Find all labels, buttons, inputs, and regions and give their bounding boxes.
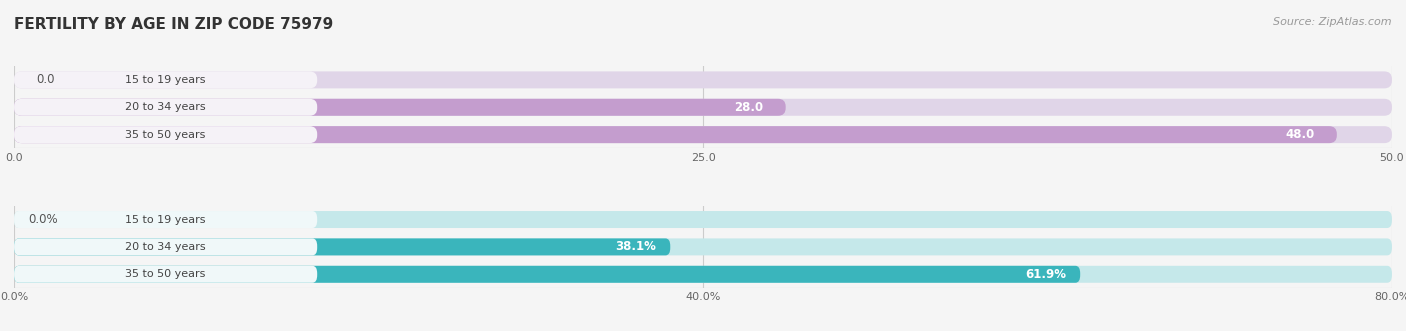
Text: Source: ZipAtlas.com: Source: ZipAtlas.com <box>1274 17 1392 26</box>
FancyBboxPatch shape <box>14 126 318 143</box>
FancyBboxPatch shape <box>14 266 1392 283</box>
Text: 35 to 50 years: 35 to 50 years <box>125 269 205 279</box>
Text: 48.0: 48.0 <box>1285 128 1315 141</box>
Text: 20 to 34 years: 20 to 34 years <box>125 102 205 112</box>
Text: 61.9%: 61.9% <box>1025 268 1066 281</box>
Text: 0.0%: 0.0% <box>28 213 58 226</box>
Text: FERTILITY BY AGE IN ZIP CODE 75979: FERTILITY BY AGE IN ZIP CODE 75979 <box>14 17 333 31</box>
FancyBboxPatch shape <box>14 126 1337 143</box>
FancyBboxPatch shape <box>14 238 671 256</box>
FancyBboxPatch shape <box>14 238 1392 256</box>
FancyBboxPatch shape <box>14 71 1392 88</box>
Text: 0.0: 0.0 <box>37 73 55 86</box>
FancyBboxPatch shape <box>14 238 318 256</box>
Text: 28.0: 28.0 <box>734 101 763 114</box>
FancyBboxPatch shape <box>14 211 1392 228</box>
FancyBboxPatch shape <box>14 99 1392 116</box>
FancyBboxPatch shape <box>14 266 1080 283</box>
FancyBboxPatch shape <box>14 71 318 88</box>
FancyBboxPatch shape <box>14 211 318 228</box>
Text: 15 to 19 years: 15 to 19 years <box>125 214 205 224</box>
FancyBboxPatch shape <box>14 99 786 116</box>
Text: 20 to 34 years: 20 to 34 years <box>125 242 205 252</box>
FancyBboxPatch shape <box>14 126 1392 143</box>
FancyBboxPatch shape <box>14 266 318 283</box>
Text: 38.1%: 38.1% <box>616 240 657 254</box>
FancyBboxPatch shape <box>14 99 318 116</box>
Text: 35 to 50 years: 35 to 50 years <box>125 130 205 140</box>
Text: 15 to 19 years: 15 to 19 years <box>125 75 205 85</box>
